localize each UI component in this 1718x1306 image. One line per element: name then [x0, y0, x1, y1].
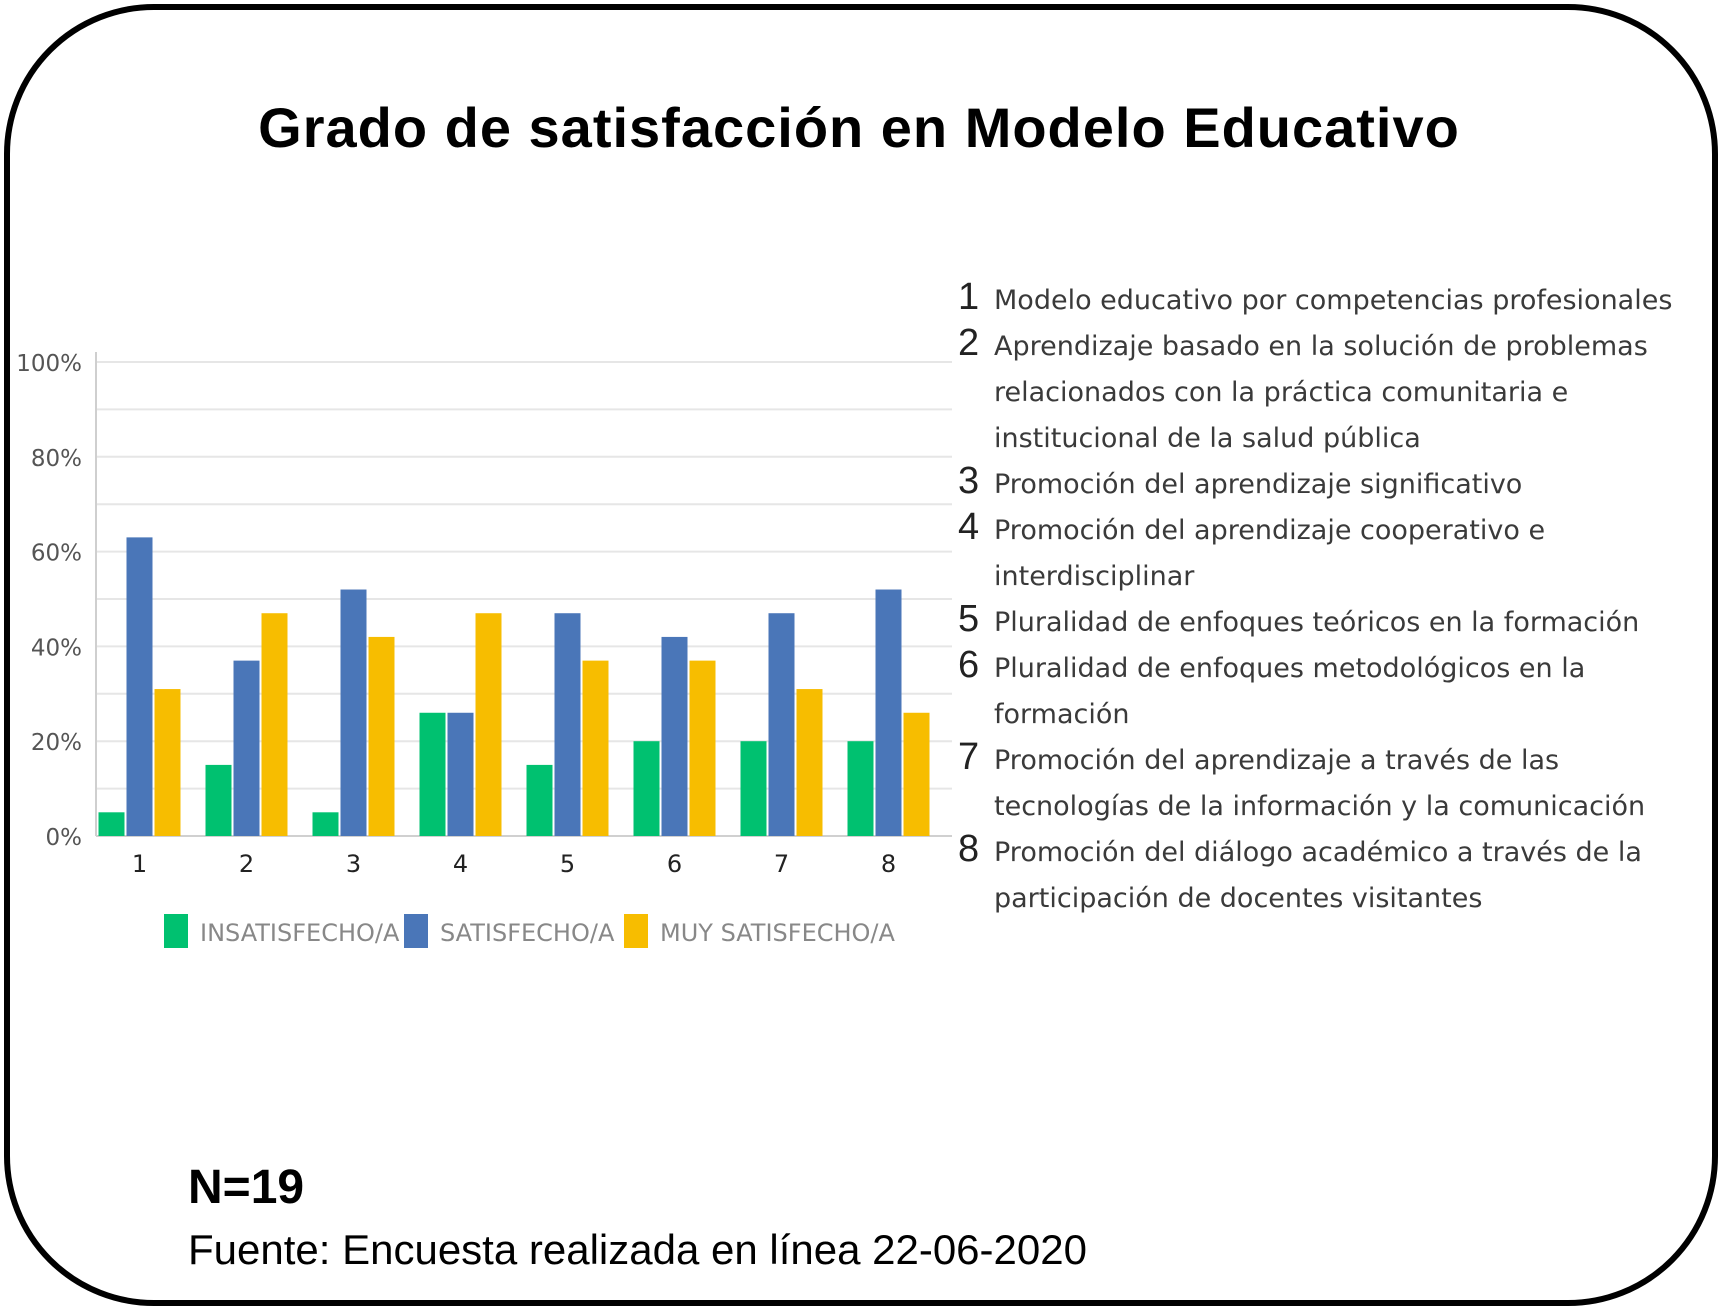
- item-legend-text: Pluralidad de enfoques teóricos en la fo…: [994, 607, 1640, 638]
- bar-insatisfecho-a-5: [526, 764, 553, 836]
- item-legend-row: 2 Aprendizaje basado en la solución de pr…: [958, 322, 1698, 462]
- item-legend-number: 4: [958, 506, 980, 548]
- y-tick-label: 20%: [31, 730, 82, 756]
- legend-label: INSATISFECHO/A: [200, 919, 400, 947]
- y-tick-label: 100%: [16, 351, 82, 377]
- legend-label: MUY SATISFECHO/A: [660, 919, 896, 947]
- bar-insatisfecho-a-4: [419, 712, 446, 836]
- bar-satisfecho-a-5: [554, 613, 581, 836]
- item-legend-row: 3 Promoción del aprendizaje significativo: [958, 460, 1698, 508]
- bar-insatisfecho-a-3: [312, 812, 339, 836]
- bar-satisfecho-a-8: [875, 589, 902, 836]
- item-legend-row: 1 Modelo educativo por competencias profe…: [958, 276, 1698, 324]
- bar-satisfecho-a-6: [661, 636, 688, 836]
- y-tick-label: 0%: [46, 825, 83, 851]
- bar-insatisfecho-a-1: [98, 812, 125, 836]
- item-legend-text: Promoción del aprendizaje a través de la…: [994, 745, 1646, 822]
- item-legend-number: 5: [958, 598, 980, 640]
- bar-muy-satisfecho-a-5: [582, 660, 609, 836]
- bar-satisfecho-a-3: [340, 589, 367, 836]
- item-legend-number: 8: [958, 828, 980, 870]
- item-legend-number: 6: [958, 644, 980, 686]
- item-legend-row: 6 Pluralidad de enfoques metodológicos en…: [958, 644, 1698, 738]
- item-legend-row: 4 Promoción del aprendizaje cooperativo e…: [958, 506, 1698, 600]
- item-legend-text: Modelo educativo por competencias profes…: [994, 285, 1673, 316]
- bar-muy-satisfecho-a-6: [689, 660, 716, 836]
- bar-insatisfecho-a-8: [847, 741, 874, 836]
- item-legend-list: 1 Modelo educativo por competencias profe…: [958, 276, 1698, 922]
- x-tick-label: 8: [881, 850, 896, 878]
- bar-insatisfecho-a-7: [740, 741, 767, 836]
- chart-title: Grado de satisfacción en Modelo Educativ…: [258, 96, 1460, 159]
- rounded-frame: [4, 4, 1718, 1306]
- legend-label: SATISFECHO/A: [440, 919, 615, 947]
- bar-muy-satisfecho-a-2: [261, 613, 288, 836]
- bar-insatisfecho-a-2: [205, 764, 232, 836]
- x-tick-label: 2: [239, 850, 254, 878]
- item-legend-text: Promoción del aprendizaje cooperativo e …: [994, 515, 1546, 592]
- bar-muy-satisfecho-a-8: [903, 712, 930, 836]
- legend-swatch-insatisfecho-a: [164, 914, 188, 948]
- x-tick-label: 7: [774, 850, 789, 878]
- source-note: Fuente: Encuesta realizada en línea 22-0…: [188, 1226, 1087, 1273]
- y-tick-label: 80%: [31, 446, 82, 472]
- item-legend-row: 7 Promoción del aprendizaje a través de l…: [958, 736, 1698, 830]
- bar-insatisfecho-a-6: [633, 741, 660, 836]
- item-legend-number: 3: [958, 460, 980, 502]
- x-tick-label: 4: [453, 850, 468, 878]
- item-legend-text: Promoción del diálogo académico a través…: [994, 837, 1642, 914]
- x-tick-label: 1: [132, 850, 147, 878]
- x-tick-label: 6: [667, 850, 682, 878]
- item-legend-text: Pluralidad de enfoques metodológicos en …: [994, 653, 1586, 730]
- bar-satisfecho-a-7: [768, 613, 795, 836]
- item-legend-number: 7: [958, 736, 980, 778]
- bar-satisfecho-a-1: [126, 537, 153, 836]
- x-tick-label: 5: [560, 850, 575, 878]
- y-tick-label: 60%: [31, 541, 82, 567]
- bar-muy-satisfecho-a-7: [796, 689, 823, 836]
- bar-muy-satisfecho-a-3: [368, 636, 395, 836]
- x-tick-label: 3: [346, 850, 361, 878]
- item-legend-row: 5 Pluralidad de enfoques teóricos en la f…: [958, 598, 1698, 646]
- bar-muy-satisfecho-a-4: [475, 613, 502, 836]
- item-legend-text: Aprendizaje basado en la solución de pro…: [994, 331, 1648, 454]
- item-legend-number: 2: [958, 322, 980, 364]
- y-tick-label: 40%: [31, 635, 82, 661]
- bar-muy-satisfecho-a-1: [154, 689, 181, 836]
- bar-satisfecho-a-4: [447, 712, 474, 836]
- item-legend-text: Promoción del aprendizaje significativo: [994, 469, 1523, 500]
- item-legend-row: 8 Promoción del diálogo académico a travé…: [958, 828, 1698, 922]
- legend-swatch-satisfecho-a: [404, 914, 428, 948]
- bar-satisfecho-a-2: [233, 660, 260, 836]
- item-legend-number: 1: [958, 276, 980, 318]
- sample-size: N=19: [188, 1161, 305, 1214]
- legend-swatch-muy-satisfecho-a: [624, 914, 648, 948]
